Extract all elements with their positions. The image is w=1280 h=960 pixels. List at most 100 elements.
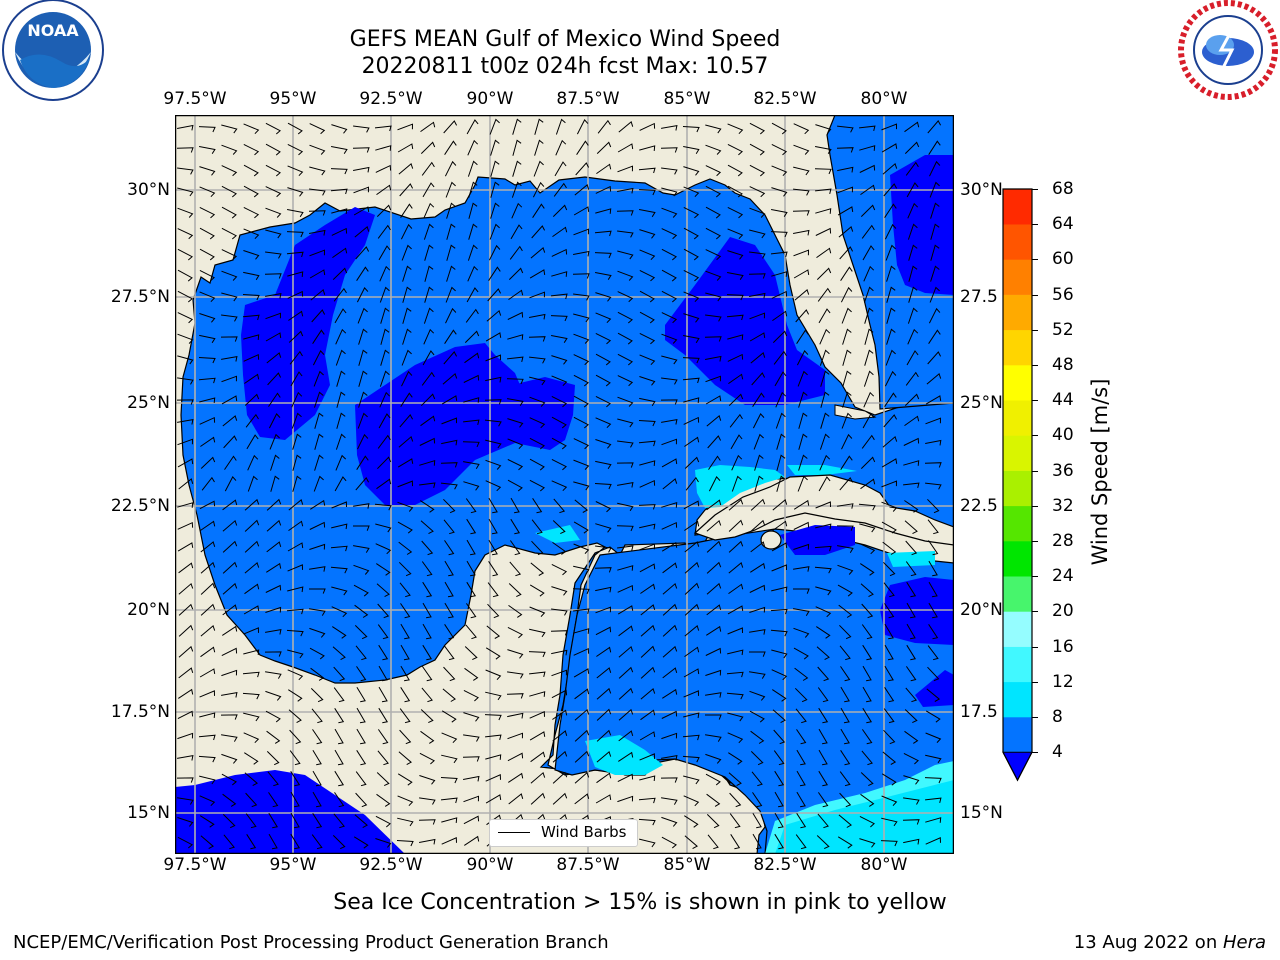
wind-barb <box>467 160 478 177</box>
wind-barb <box>618 666 634 679</box>
wind-barb <box>903 752 919 765</box>
colorbar-segment <box>1003 717 1032 753</box>
wind-barb <box>490 139 500 156</box>
wind-barb <box>817 687 829 703</box>
wind-barb <box>221 249 238 261</box>
wind-barb <box>199 248 215 261</box>
wind-barb <box>422 623 432 640</box>
wind-barb <box>685 476 699 491</box>
wind-barb <box>244 752 259 765</box>
wind-barb <box>683 416 700 425</box>
wind-barb <box>313 475 324 492</box>
wind-barb <box>399 183 414 197</box>
wind-barb <box>529 731 546 741</box>
wind-barb <box>552 792 568 805</box>
wind-barb <box>198 126 216 133</box>
wind-barb <box>221 647 238 657</box>
wind-barb <box>906 623 916 640</box>
wind-barb <box>312 729 323 745</box>
wind-barb <box>266 498 282 511</box>
wind-barb <box>903 437 920 446</box>
longitude-label: 95°W <box>269 855 317 875</box>
wind-barb <box>776 475 786 492</box>
wind-barb <box>727 649 744 656</box>
wind-barb <box>199 291 216 303</box>
colorbar-segment <box>1003 224 1032 260</box>
wind-barb <box>511 202 523 219</box>
wind-barb <box>818 707 829 724</box>
wind-barb <box>929 286 940 303</box>
wind-barb <box>903 797 920 805</box>
wind-barb <box>595 586 612 593</box>
wind-barb <box>358 391 368 408</box>
wind-barb <box>817 792 829 808</box>
wind-barb <box>507 438 524 450</box>
wind-barb <box>798 454 808 471</box>
wind-barb <box>596 141 612 154</box>
wind-barb <box>353 584 369 597</box>
wind-barb <box>400 665 410 682</box>
wind-barb <box>443 645 455 661</box>
wind-barb <box>595 208 612 214</box>
wind-barb <box>903 460 920 466</box>
wind-barb <box>617 270 634 281</box>
wind-barb <box>639 479 656 488</box>
wind-barb <box>419 482 436 489</box>
wind-barb <box>177 502 194 508</box>
wind-barb <box>224 455 237 470</box>
wind-barb <box>200 603 216 616</box>
wind-barb <box>356 686 366 703</box>
wind-barb <box>510 224 523 240</box>
wind-barb <box>840 455 853 470</box>
wind-barb <box>576 140 589 155</box>
wind-barb <box>617 353 633 366</box>
wind-barb <box>223 834 235 850</box>
wind-barb <box>771 165 788 177</box>
wind-barb <box>243 206 260 219</box>
wind-barb <box>199 146 216 154</box>
wind-barb <box>639 775 656 782</box>
wind-barb <box>377 624 389 640</box>
wind-barb <box>705 292 722 302</box>
wind-barb <box>440 482 458 490</box>
wind-barb <box>883 729 896 745</box>
wind-barb <box>463 815 480 825</box>
wind-barb <box>244 393 260 406</box>
wind-barb <box>177 836 193 849</box>
wind-barb <box>485 354 502 362</box>
wind-barb <box>336 370 346 387</box>
wind-barb <box>684 541 700 553</box>
wind-barb <box>928 602 938 619</box>
wind-barb <box>467 265 479 282</box>
wind-barb <box>770 629 788 637</box>
wind-barb <box>683 291 700 303</box>
wind-barb <box>444 602 454 619</box>
wind-barb <box>596 687 612 700</box>
colorbar-tick-mark <box>1032 646 1038 648</box>
wind-barb <box>639 397 656 407</box>
wind-barb <box>242 294 260 301</box>
wind-barb <box>684 436 700 447</box>
wind-barb <box>749 143 765 156</box>
wind-barb <box>221 395 238 405</box>
wind-barb <box>443 120 458 134</box>
wind-barb <box>573 333 590 344</box>
wind-speed-map <box>175 115 954 854</box>
wind-barb <box>508 604 523 618</box>
wind-barb <box>928 624 939 640</box>
wind-barb <box>201 476 215 491</box>
wind-barb <box>178 478 194 490</box>
wind-barb <box>927 120 942 134</box>
footer-date: 13 Aug 2022 on Hera <box>1074 932 1266 953</box>
wind-barb <box>840 686 850 703</box>
wind-barb <box>400 644 410 661</box>
wind-barb <box>288 499 304 511</box>
wind-barb <box>441 732 458 744</box>
wind-barb <box>507 479 523 492</box>
wind-barb <box>773 350 787 365</box>
wind-barb <box>904 415 920 427</box>
wind-barb <box>308 210 326 216</box>
wind-barb <box>247 475 258 492</box>
wind-barb <box>596 729 612 742</box>
wind-barb <box>905 561 917 577</box>
